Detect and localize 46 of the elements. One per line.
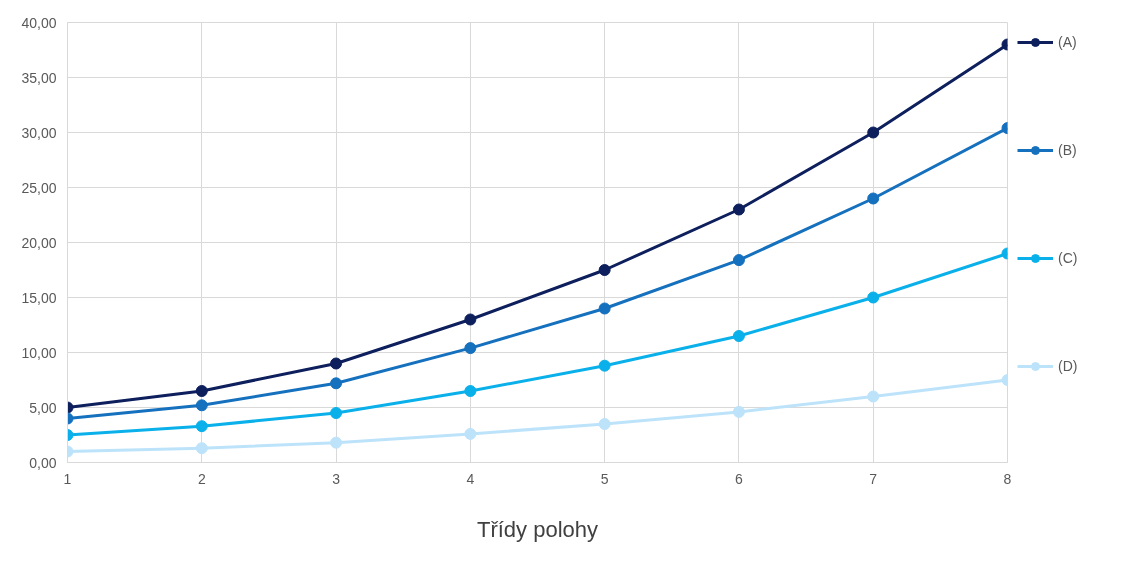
point	[195, 442, 208, 455]
point	[598, 359, 611, 372]
point	[732, 254, 745, 267]
x-tick-label: 3	[332, 470, 341, 487]
point	[598, 302, 611, 315]
point	[598, 418, 611, 430]
point	[732, 203, 745, 216]
y-tick-label: 40,00	[21, 14, 57, 31]
x-tick-label: 1	[63, 470, 72, 487]
point	[867, 126, 880, 139]
y-tick-label: 20,00	[21, 234, 57, 251]
x-tick-label: 6	[735, 470, 744, 487]
point	[464, 427, 477, 440]
x-tick-label: 2	[197, 470, 206, 487]
point	[330, 357, 343, 370]
y-tick-label: 25,00	[21, 179, 57, 196]
legend-label: (C)	[1058, 250, 1078, 266]
y-tick-label: 5,00	[29, 399, 57, 416]
y-tick-label: 0,00	[29, 454, 57, 471]
legend-label: (D)	[1058, 358, 1078, 374]
x-axis-title: Třídy polohy	[476, 516, 599, 542]
point	[732, 405, 745, 418]
y-tick-label: 10,00	[21, 344, 57, 361]
point	[330, 436, 343, 449]
y-tick-label: 30,00	[21, 124, 57, 141]
point	[330, 377, 343, 390]
point	[464, 313, 477, 326]
legend-label: (A)	[1058, 34, 1078, 50]
legend-label: (B)	[1058, 142, 1078, 158]
point	[867, 291, 880, 304]
x-tick-label: 8	[1003, 470, 1012, 487]
point	[732, 330, 745, 342]
point	[867, 390, 880, 403]
point	[195, 399, 208, 412]
point	[195, 385, 208, 397]
x-tick-label: 5	[600, 470, 609, 487]
x-tick-label: 4	[466, 470, 475, 487]
point	[464, 385, 477, 397]
point	[464, 342, 477, 355]
point	[867, 192, 880, 205]
point	[195, 420, 208, 433]
point	[598, 264, 611, 276]
y-tick-label: 35,00	[21, 69, 57, 86]
x-tick-label: 7	[869, 470, 878, 487]
point	[330, 407, 343, 419]
y-tick-label: 15,00	[21, 289, 57, 306]
